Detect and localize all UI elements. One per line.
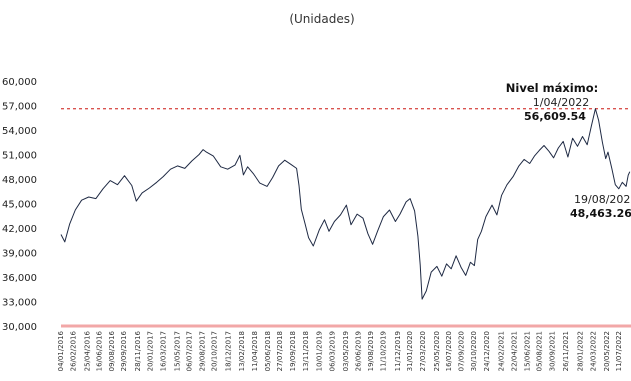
- series-line: [60, 108, 631, 300]
- x-tick-label: 29/09/2016: [120, 330, 128, 371]
- x-tick-label: 15/06/2021: [523, 331, 531, 371]
- x-tick-label: 24/02/2021: [497, 331, 505, 371]
- x-tick-label: 28/01/2022: [577, 331, 585, 371]
- x-tick-label: 18/12/2017: [224, 331, 232, 371]
- x-tick-label: 27/07/2018: [276, 331, 284, 371]
- x-tick-label: 04/01/2016: [57, 330, 65, 371]
- chart-subtitle: (Unidades): [289, 12, 354, 26]
- x-tick-label: 29/08/2017: [198, 331, 206, 371]
- x-axis: 04/01/2016 26/02/2016 25/04/2016 16/06/2016…: [57, 330, 623, 371]
- x-tick-label: 05/06/2018: [264, 331, 272, 371]
- x-tick-label: 09/08/2016: [108, 330, 116, 371]
- x-tick-label: 11/12/2019: [394, 331, 402, 371]
- x-tick-label: 24/03/2022: [589, 331, 597, 371]
- x-tick-label: 20/01/2017: [147, 331, 155, 371]
- x-tick-label: 16/03/2017: [159, 331, 167, 371]
- y-tick-label: 36,000: [2, 273, 37, 284]
- x-tick-label: 19/09/2018: [289, 331, 297, 371]
- x-tick-label: 11/04/2018: [251, 331, 259, 371]
- x-tick-label: 11/10/2019: [380, 331, 388, 371]
- y-tick-label: 30,000: [2, 322, 37, 333]
- last-value-number: 48,463.26: [570, 207, 631, 220]
- x-tick-label: 20/10/2017: [211, 331, 219, 371]
- x-tick-label: 06/07/2017: [186, 331, 194, 371]
- y-tick-label: 39,000: [2, 249, 37, 260]
- x-tick-label: 19/08/2019: [367, 331, 375, 371]
- x-tick-label: 26/02/2016: [69, 330, 77, 371]
- x-tick-label: 03/05/2019: [342, 331, 350, 371]
- last-value-date: 19/08/2022: [574, 193, 631, 206]
- x-tick-label: 30/09/2021: [548, 331, 556, 371]
- reference-lines: [61, 108, 631, 328]
- max-level-date: 1/04/2022: [533, 96, 589, 109]
- x-tick-label: 28/11/2016: [134, 330, 142, 371]
- x-tick-label: 11/07/2022: [615, 331, 623, 371]
- x-tick-label: 20/05/2022: [603, 331, 611, 371]
- x-tick-label: 24/12/2020: [483, 331, 491, 371]
- x-tick-label: 25/05/2020: [433, 331, 441, 371]
- x-tick-label: 26/11/2021: [562, 331, 570, 371]
- x-tick-label: 31/01/2020: [406, 331, 414, 371]
- series-layer: [60, 108, 631, 300]
- max-level-title: Nivel máximo:: [506, 81, 598, 95]
- y-tick-label: 54,000: [2, 126, 37, 137]
- x-tick-label: 13/02/2018: [238, 331, 246, 371]
- y-tick-label: 51,000: [2, 151, 37, 162]
- x-tick-label: 16/06/2016: [95, 330, 103, 371]
- x-tick-label: 25/04/2016: [83, 330, 91, 371]
- y-tick-label: 33,000: [2, 298, 37, 309]
- x-tick-label: 15/05/2017: [174, 331, 182, 371]
- y-tick-label: 48,000: [2, 175, 37, 186]
- x-tick-label: 07/09/2020: [457, 331, 465, 371]
- x-tick-label: 30/10/2020: [470, 331, 478, 371]
- max-level-value: 56,609.54: [524, 110, 586, 123]
- y-tick-label: 60,000: [2, 77, 37, 88]
- x-tick-label: 13/11/2018: [302, 331, 310, 371]
- y-tick-label: 57,000: [2, 102, 37, 113]
- y-tick-label: 42,000: [2, 224, 37, 235]
- x-tick-label: 10/01/2019: [315, 331, 323, 371]
- last-value-annotation: 19/08/2022 48,463.26: [570, 193, 631, 220]
- x-tick-label: 16/07/2020: [445, 331, 453, 371]
- x-tick-label: 22/04/2021: [511, 331, 519, 371]
- x-tick-label: 05/08/2021: [535, 331, 543, 371]
- y-axis: 30,000 33,000 36,000 39,000 42,000 45,000 48,0…: [2, 77, 37, 333]
- x-tick-label: 27/03/2020: [419, 331, 427, 371]
- x-tick-label: 06/03/2019: [328, 331, 336, 371]
- max-level-annotation: Nivel máximo: 1/04/2022 56,609.54: [506, 81, 598, 123]
- x-tick-label: 26/06/2019: [355, 331, 363, 371]
- y-tick-label: 45,000: [2, 200, 37, 211]
